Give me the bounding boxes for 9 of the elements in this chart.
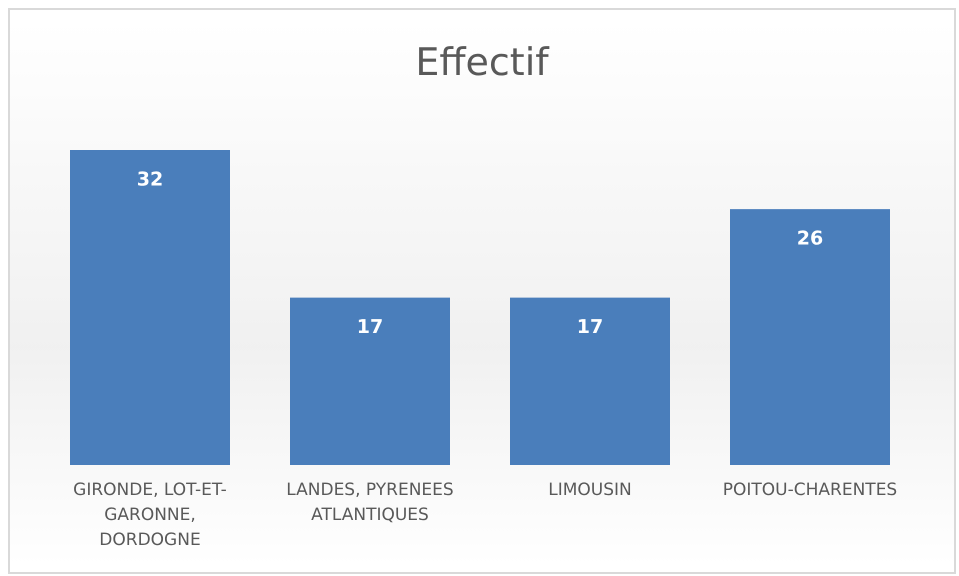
x-tick-label: LIMOUSIN bbox=[548, 480, 632, 500]
data-label: 26 bbox=[796, 228, 824, 250]
data-label: 17 bbox=[576, 316, 604, 338]
chart-title: Effectif bbox=[414, 40, 550, 84]
data-label: 17 bbox=[356, 316, 384, 338]
x-tick-label: POITOU-CHARENTES bbox=[722, 480, 898, 500]
data-label: 32 bbox=[136, 168, 164, 190]
x-tick-label: GIRONDE, LOT-ET-GARONNE, DORDOGNE bbox=[73, 480, 227, 550]
x-tick-label: LANDES, PYRENEES ATLANTIQUES bbox=[286, 480, 454, 525]
